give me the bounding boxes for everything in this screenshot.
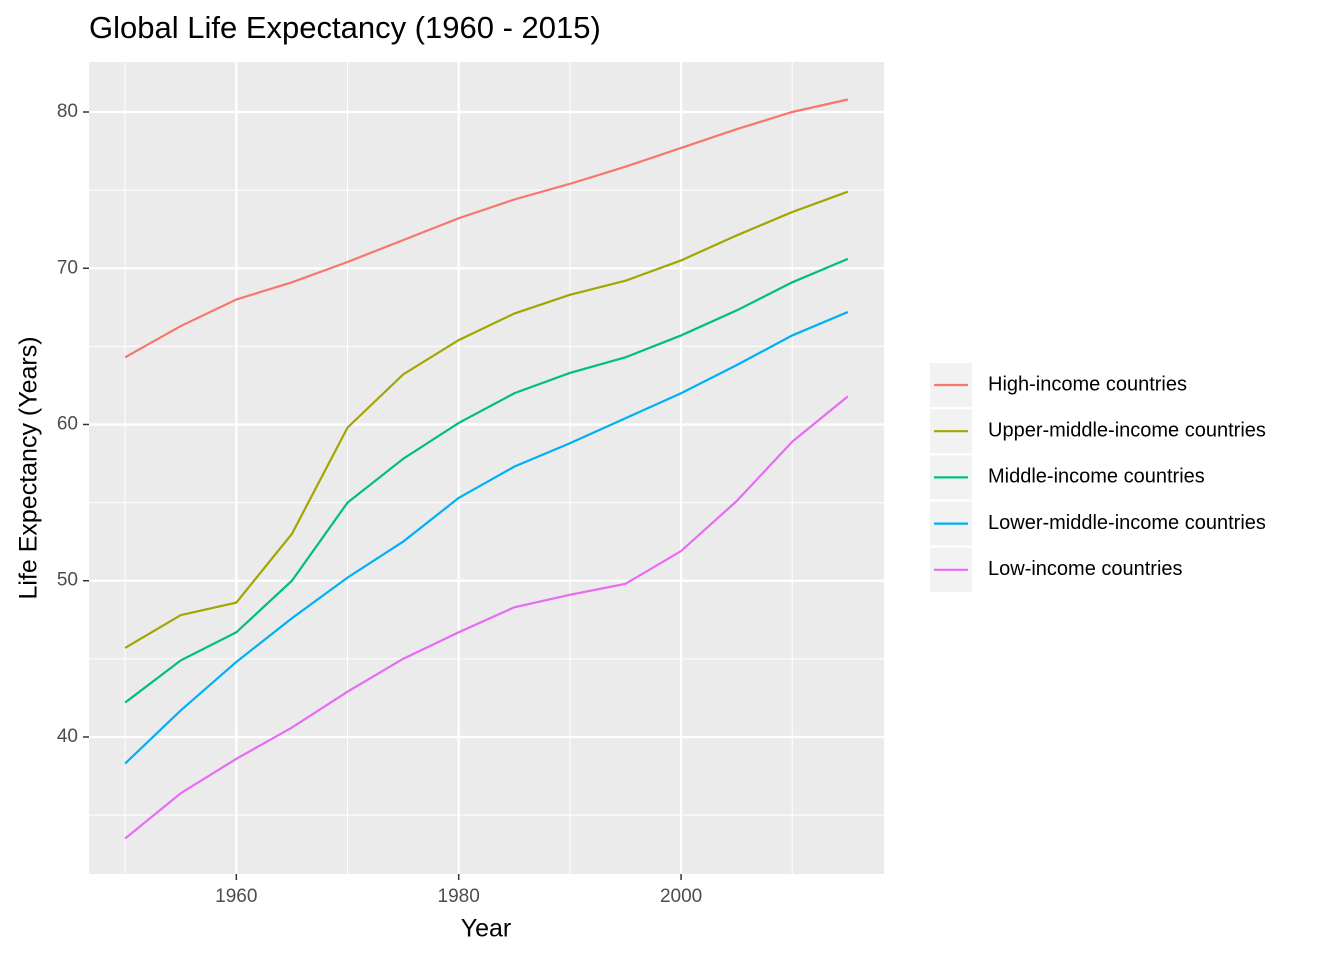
x-axis-title: Year (461, 915, 512, 943)
series-line (124, 190, 849, 649)
y-tick-label: 60 (57, 414, 78, 435)
legend-label: High-income countries (988, 373, 1187, 395)
x-tick-label: 1980 (438, 886, 480, 907)
series-line (124, 98, 849, 359)
legend-label: Middle-income countries (988, 466, 1205, 488)
x-tick-label: 1960 (215, 886, 257, 907)
legend-label: Low-income countries (988, 558, 1183, 580)
series-line (124, 310, 849, 765)
series-line (124, 395, 849, 840)
plot-panel (89, 62, 884, 874)
x-tick-label: 2000 (660, 886, 702, 907)
chart-title: Global Life Expectancy (1960 - 2015) (89, 10, 601, 45)
legend-label: Lower-middle-income countries (988, 512, 1266, 534)
series-line (124, 257, 849, 704)
y-axis-title: Life Expectancy (Years) (15, 336, 43, 599)
y-tick-label: 50 (57, 570, 78, 591)
y-tick-label: 70 (57, 257, 78, 278)
y-tick-label: 40 (57, 726, 78, 747)
legend-label: Upper-middle-income countries (988, 419, 1266, 441)
y-tick-label: 80 (57, 101, 78, 122)
